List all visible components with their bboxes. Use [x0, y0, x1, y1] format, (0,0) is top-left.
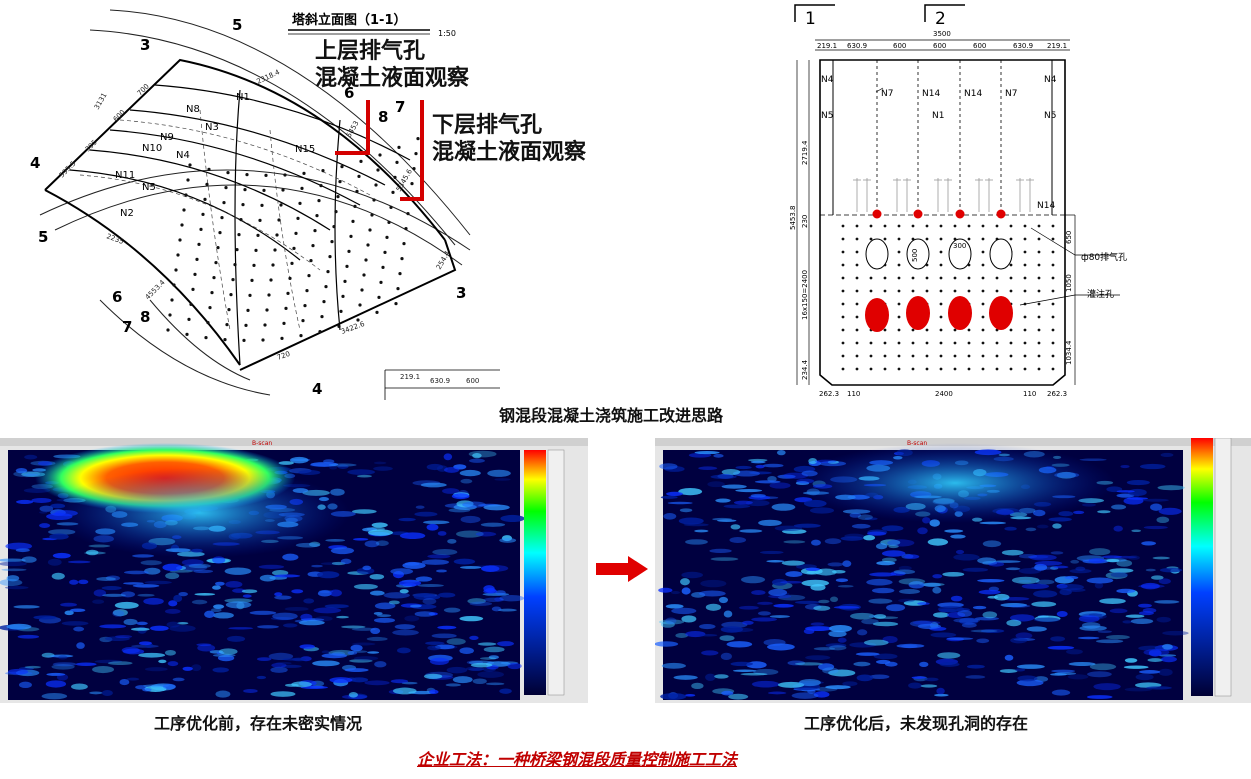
stud-dot-grid [166, 137, 420, 342]
section-mark: 8 [378, 108, 388, 126]
callout-leader-lines [335, 100, 424, 201]
tower-elevation-drawing: 塔斜立面图（1-1） 1:50 [0, 0, 500, 405]
right-dim: 650 [1065, 231, 1073, 244]
arrow-right-icon [596, 556, 648, 582]
inner-label: N7 [1005, 89, 1017, 99]
upper-vent-callout: 上层排气孔 混凝土液面观察 [315, 38, 469, 92]
center-label: N1 [932, 111, 944, 121]
dim-text: 4553.4 [144, 278, 167, 301]
side-label: N5 [821, 111, 833, 121]
left-dim: 16x150=2400 [801, 270, 809, 320]
dim-text: 600 [466, 377, 479, 385]
member-label: N9 [160, 132, 174, 143]
n14-label: N14 [1037, 201, 1055, 211]
dim-text: 595.5 [58, 160, 78, 180]
bottom-dim: 110 [847, 390, 860, 398]
vent-hole-label: ф80排气孔 [1081, 251, 1127, 263]
section-mark: 3 [456, 284, 466, 302]
drawing-scale: 1:50 [438, 29, 456, 38]
section-mark: 7 [395, 98, 405, 116]
dim-text: 600 [112, 108, 127, 123]
dim-text: 219.1 [400, 373, 420, 381]
bottom-dim: 262.3 [819, 390, 839, 398]
callout-line: 下层排气孔 [432, 113, 543, 138]
member-label: N4 [176, 150, 190, 161]
inner-label: N14 [922, 89, 940, 99]
center-title: 钢混段混凝土浇筑施工改进思路 [499, 406, 724, 425]
top-dim: 219.1 [817, 42, 837, 50]
side-label: N4 [821, 75, 834, 85]
footer-method-title: 企业工法：一种桥梁钢混段质量控制施工工法 [417, 750, 738, 769]
member-label: N5 [142, 182, 156, 193]
callout-line: 混凝土液面观察 [432, 140, 587, 165]
bottom-dim: 110 [1023, 390, 1036, 398]
member-label: N10 [142, 143, 162, 154]
left-dim: 234.4 [801, 359, 809, 380]
dim-text: 630.9 [430, 377, 450, 385]
top-dim: 600 [893, 42, 906, 50]
top-dim: 630.9 [847, 42, 867, 50]
cross-section-drawing: 1 2 3500 219.1 630.9 600 600 600 630.9 2… [775, 0, 1135, 400]
lower-vent-callout: 下层排气孔 混凝土液面观察 [432, 112, 586, 166]
section-mark: 5 [38, 228, 48, 246]
member-label: N1 [236, 92, 250, 103]
overall-width: 3500 [933, 30, 951, 38]
hole-dim: 500 [911, 249, 919, 262]
callout-line: 混凝土液面观察 [315, 66, 470, 91]
member-label: N3 [205, 122, 219, 133]
top-dim: 219.1 [1047, 42, 1067, 50]
section-mark: 4 [30, 154, 40, 172]
hole-dim: 300 [953, 242, 966, 250]
right-dim: 1050 [1065, 274, 1073, 292]
left-dim: 2719.4 [801, 140, 809, 165]
scan-after-svg: B-scan [654, 437, 1251, 703]
top-dim: 600 [973, 42, 986, 50]
inner-label: N7 [881, 89, 893, 99]
top-dim: 600 [933, 42, 946, 50]
section-mark: 6 [112, 288, 122, 306]
scan-before-svg: B-scan [0, 438, 588, 703]
dim-text: 2235 [105, 232, 124, 246]
cross-section-svg: 1 2 3500 219.1 630.9 600 600 600 630.9 2… [789, 4, 1127, 398]
member-label: N11 [115, 170, 135, 181]
dim-text: 254.4 [435, 249, 452, 271]
dim-text: 700 [136, 82, 151, 97]
dim-text: 3131 [93, 92, 109, 111]
callout-line: 上层排气孔 [315, 39, 426, 64]
left-dim: 1034.4 [1065, 340, 1073, 365]
member-label: N2 [120, 208, 134, 219]
scan-header: B-scan [252, 440, 272, 447]
after-caption: 工序优化后，未发现孔洞的存在 [804, 714, 1029, 733]
dim-text: 2318.4 [255, 68, 281, 86]
section-mark: 6 [344, 84, 354, 102]
drawing-title: 塔斜立面图（1-1） [292, 12, 407, 28]
section-mark: 4 [312, 380, 322, 398]
tower-elevation-svg: 塔斜立面图（1-1） 1:50 [30, 9, 500, 400]
section-mark: 2 [935, 9, 946, 29]
before-caption: 工序优化前，存在未密实情况 [154, 714, 363, 733]
inner-label: N14 [964, 89, 982, 99]
left-dim: 5453.8 [789, 206, 797, 231]
side-label: N5 [1044, 111, 1056, 121]
top-dim: 630.9 [1013, 42, 1033, 50]
bottom-dim: 262.3 [1047, 390, 1067, 398]
member-label: N15 [295, 144, 315, 155]
section-mark: 3 [140, 36, 150, 54]
section-mark: 5 [232, 16, 242, 34]
left-dim: 230 [801, 215, 809, 228]
section-mark: 7 [122, 318, 132, 336]
member-label: N8 [186, 104, 200, 115]
scan-before-panel: B-scan [0, 438, 588, 703]
section-mark: 8 [140, 308, 150, 326]
scan-after-panel: B-scan [654, 437, 1251, 703]
bottom-dim: 2400 [935, 390, 953, 398]
scan-header: B-scan [907, 440, 927, 447]
side-label: N4 [1044, 75, 1057, 85]
stud-bars [853, 178, 1034, 212]
section-mark: 1 [805, 9, 816, 29]
grout-hole-label: 灌注孔 [1087, 288, 1114, 300]
